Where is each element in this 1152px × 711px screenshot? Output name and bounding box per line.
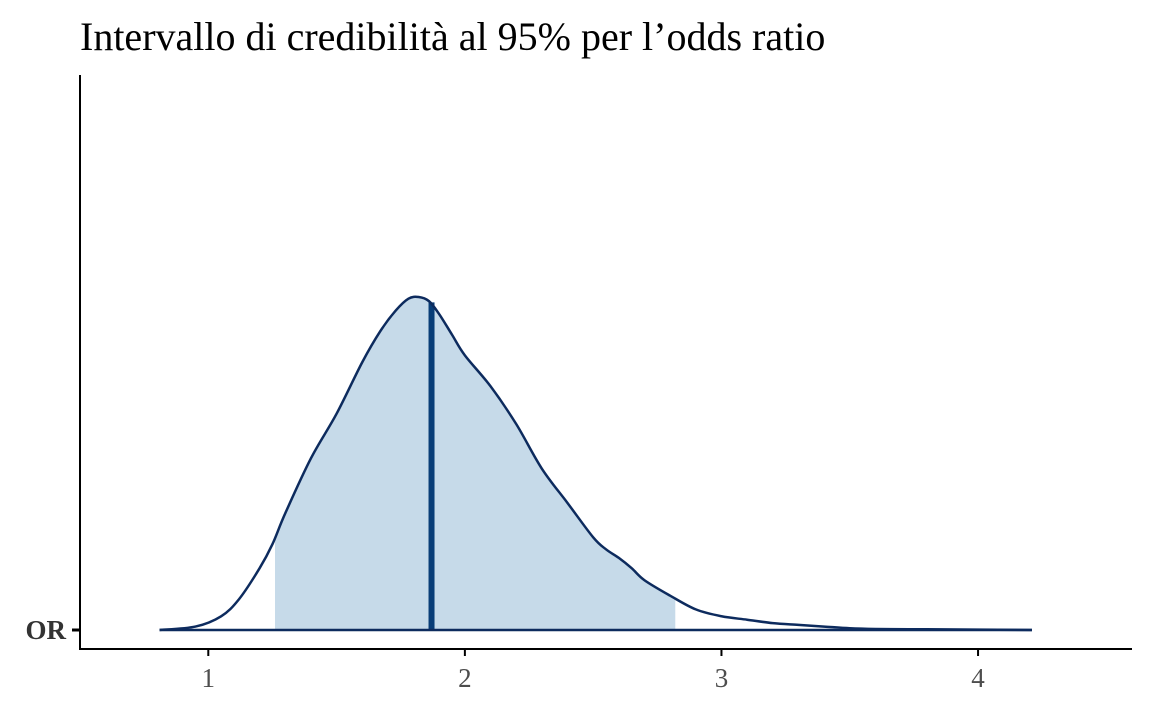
- density-curve: [159, 295, 1032, 632]
- chart-title: Intervallo di credibilità al 95% per l’o…: [80, 14, 825, 59]
- x-tick-label-2: 2: [458, 663, 472, 693]
- x-tick-label-1: 1: [202, 663, 216, 693]
- credible-interval-area: [275, 296, 676, 630]
- y-tick-label-or: OR: [26, 615, 67, 645]
- x-tick-label-4: 4: [971, 663, 985, 693]
- x-tick-label-3: 3: [715, 663, 729, 693]
